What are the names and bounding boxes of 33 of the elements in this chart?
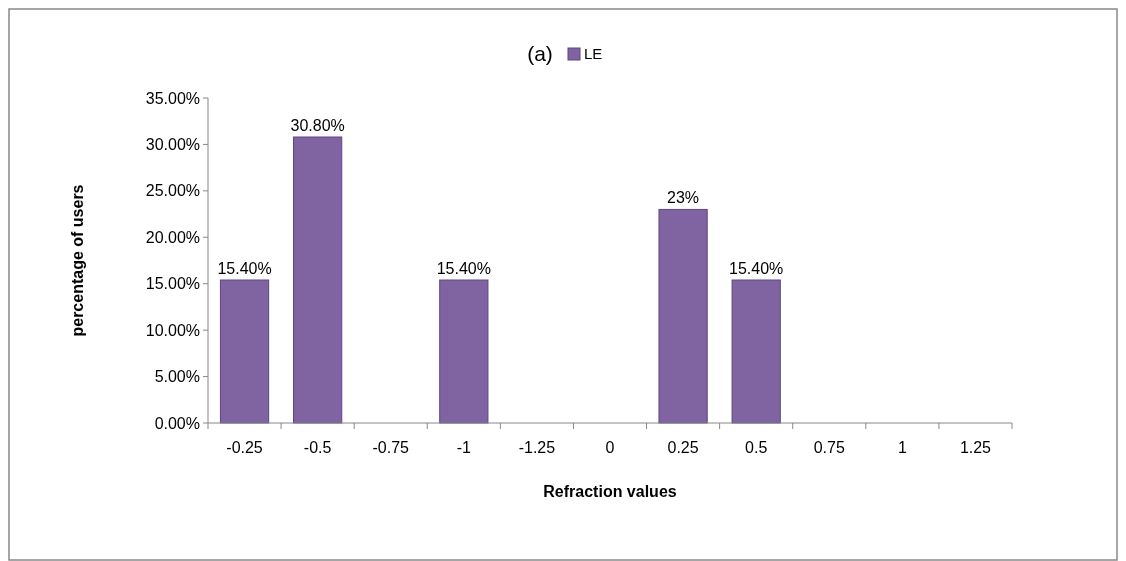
y-tick-label: 0.00% <box>154 414 200 432</box>
x-tick-label: -0.75 <box>372 439 410 456</box>
data-label: 15.40% <box>217 260 272 277</box>
x-tick-label: -0.5 <box>303 439 332 456</box>
y-tick-label: 25.00% <box>145 182 200 200</box>
y-tick-label: 35.00% <box>145 89 200 107</box>
x-tick-label: 1 <box>897 439 907 456</box>
data-label: 23% <box>667 189 700 207</box>
y-tick-label: 10.00% <box>145 321 200 339</box>
x-tick-label: 0.25 <box>667 439 699 456</box>
x-tick-label: -1 <box>456 439 472 456</box>
y-axis-title: percentage of users <box>69 184 86 337</box>
bar <box>219 279 270 424</box>
y-tick-label: 30.00% <box>145 136 200 154</box>
data-label: 15.40% <box>729 260 784 277</box>
bar <box>731 279 781 424</box>
bar <box>293 136 343 424</box>
x-tick-label: 0 <box>605 439 615 456</box>
x-tick-label: 1.25 <box>959 439 992 456</box>
data-label: 15.40% <box>436 260 491 277</box>
legend-label: LE <box>584 45 603 63</box>
x-axis-title: Refraction values <box>543 483 677 500</box>
bar <box>658 208 708 424</box>
data-label: 30.80% <box>290 117 345 134</box>
y-tick-label: 15.00% <box>145 275 200 293</box>
y-tick-label: 20.00% <box>145 228 200 246</box>
chart-title: (a) <box>527 42 553 66</box>
bar <box>439 279 489 424</box>
x-tick-label: -0.25 <box>226 439 263 456</box>
x-tick-label: 0.5 <box>745 439 768 456</box>
x-tick-label: 0.75 <box>813 439 845 456</box>
y-tick-label: 5.00% <box>154 368 200 386</box>
x-tick-label: -1.25 <box>518 439 556 456</box>
